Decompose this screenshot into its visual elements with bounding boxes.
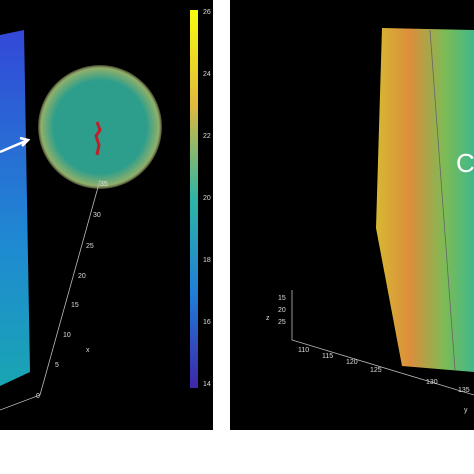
axis-line	[0, 179, 101, 411]
defect	[94, 121, 102, 156]
colorbar-tick-label: 26	[203, 9, 211, 16]
colorbar-tick-label: 14	[203, 381, 211, 388]
axis-tick-label: 30	[93, 212, 101, 219]
point-cloud-plane	[376, 28, 474, 372]
axis-line	[291, 290, 474, 396]
axis-tick-label: 15	[278, 295, 286, 302]
axis-tick-label: 135	[458, 387, 470, 394]
axis-tick-label: 130	[426, 379, 438, 386]
axis-tick-label: 125	[370, 367, 382, 374]
axis-tick-label: 15	[71, 302, 79, 309]
axis-tick-label: 20	[278, 307, 286, 314]
axis-tick-label: 20	[78, 273, 86, 280]
colorbar	[190, 10, 198, 388]
axis-label: z	[266, 315, 270, 322]
axis-tick-label: 110	[298, 347, 309, 354]
axis-tick-label: 25	[278, 319, 286, 326]
axis-tick-label: 0	[36, 393, 40, 400]
colorbar-tick-label: 24	[203, 71, 211, 78]
axis-label: x	[86, 347, 90, 354]
axis-tick-label: 10	[63, 332, 71, 339]
axis-tick-label: 115	[322, 353, 333, 360]
axis-tick-label: 5	[55, 362, 59, 369]
colorbar-tick-label: 22	[203, 133, 211, 140]
axis-tick-label: 25	[86, 243, 94, 250]
left-panel	[0, 0, 213, 430]
axis-label: y	[464, 407, 468, 414]
colorbar-tick-label: 18	[203, 257, 211, 264]
axis-tick-label: 120	[346, 359, 358, 366]
arrow	[0, 136, 31, 154]
colorbar-tick-label: 16	[203, 319, 211, 326]
fold-line	[429, 29, 456, 371]
panel-letter: C	[456, 148, 474, 178]
colorbar-tick-label: 20	[203, 195, 211, 202]
axis-tick-label: 35	[100, 181, 108, 188]
point-cloud-plane	[0, 30, 30, 386]
